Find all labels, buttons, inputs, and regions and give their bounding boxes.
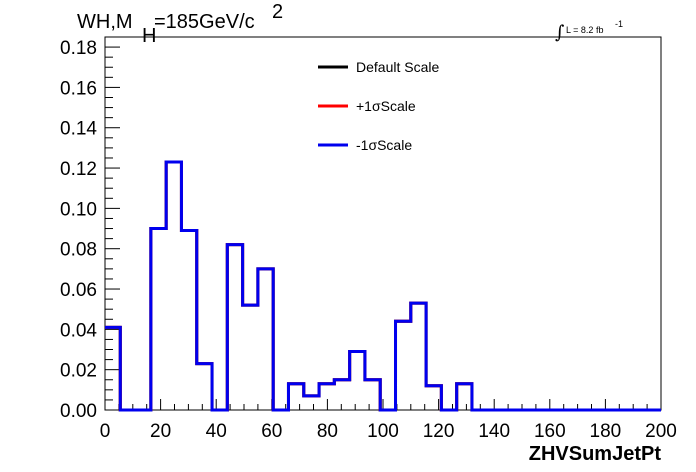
x-tick-label: 120 xyxy=(423,421,455,442)
x-tick-label: 60 xyxy=(261,421,282,442)
series-minus-line xyxy=(105,160,661,412)
y-tick-label: 0.16 xyxy=(60,78,97,99)
plot-frame xyxy=(104,36,662,411)
x-tick-label: 100 xyxy=(367,421,399,442)
chart-title: WH,M H =185GeV/c 2 xyxy=(77,1,283,47)
legend-label-minus: -1σScale xyxy=(356,137,412,153)
y-tick-label: 0.04 xyxy=(60,320,97,341)
series-plus-line xyxy=(105,160,661,412)
y-tick-label: 0.06 xyxy=(60,280,97,301)
y-axis: 0.00 0.02 0.04 0.06 0.08 0.10 0.12 0.14 0.16 0.18 xyxy=(60,38,120,422)
lumi-text: L = 8.2 fb xyxy=(566,25,603,35)
x-tick-label: 160 xyxy=(534,421,566,442)
series-layer xyxy=(105,160,661,412)
x-tick-label: 180 xyxy=(590,421,622,442)
y-tick-label: 0.18 xyxy=(60,38,97,59)
y-tick-label: 0.10 xyxy=(60,199,97,220)
legend-label-default: Default Scale xyxy=(356,59,439,75)
lumi-integral: ∫ xyxy=(555,22,565,43)
x-axis-label: ZHVSumJetPt xyxy=(529,443,662,465)
y-tick-label: 0.02 xyxy=(60,361,97,382)
x-axis: 0 20 40 60 80 100 120 140 160 180 200 xyxy=(100,399,677,442)
x-tick-label: 80 xyxy=(317,421,338,442)
title-rest: =185GeV/c xyxy=(154,11,255,33)
x-tick-label: 20 xyxy=(150,421,171,442)
legend: Default Scale +1σScale -1σScale xyxy=(318,59,439,153)
x-tick-label: 40 xyxy=(206,421,227,442)
title-main: WH,M xyxy=(77,11,133,33)
title-sub: H xyxy=(142,25,156,47)
lumi-sup: -1 xyxy=(615,19,623,29)
x-tick-label: 140 xyxy=(478,421,510,442)
lumi-label: ∫ L = 8.2 fb -1 xyxy=(555,19,623,43)
y-tick-label: 0.14 xyxy=(60,119,97,140)
legend-label-plus: +1σScale xyxy=(356,98,416,114)
series-default-line xyxy=(105,160,661,412)
y-tick-label: 0.00 xyxy=(60,401,97,422)
y-tick-label: 0.08 xyxy=(60,240,97,261)
title-sup: 2 xyxy=(272,1,283,23)
x-tick-label: 0 xyxy=(100,421,111,442)
y-tick-label: 0.12 xyxy=(60,159,97,180)
x-tick-label: 200 xyxy=(645,421,677,442)
